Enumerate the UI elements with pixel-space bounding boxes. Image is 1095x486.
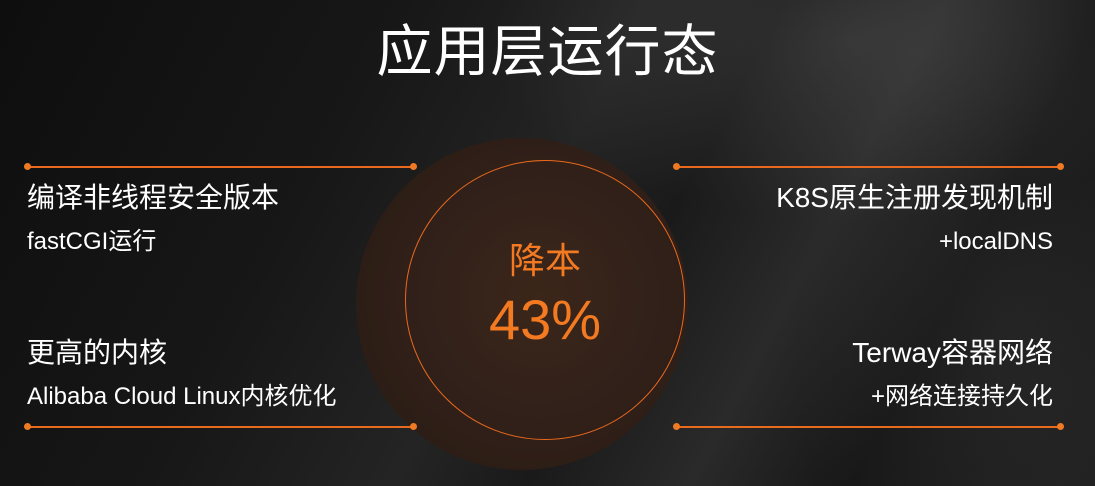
slide-title: 应用层运行态 — [376, 20, 719, 83]
center-ring — [405, 160, 685, 440]
connector-line-top-right — [676, 166, 1061, 168]
top-left-detail: fastCGI运行 — [27, 228, 157, 255]
connector-dot-top-right-start — [673, 163, 680, 170]
center-value: 43% — [488, 288, 602, 351]
connector-line-bottom-right — [676, 426, 1061, 428]
connector-line-bottom-left — [27, 426, 413, 428]
connector-dot-bottom-left-end — [410, 423, 417, 430]
bottom-left-detail: Alibaba Cloud Linux内核优化 — [27, 383, 337, 410]
connector-dot-top-left-start — [24, 163, 31, 170]
bottom-left-heading: 更高的内核 — [27, 337, 168, 368]
connector-dot-bottom-right-start — [673, 423, 680, 430]
top-right-heading: K8S原生注册发现机制 — [776, 182, 1053, 213]
connector-line-top-left — [27, 166, 413, 168]
center-label: 降本 — [508, 240, 581, 281]
bottom-right-detail: +网络连接持久化 — [870, 383, 1053, 410]
top-left-heading: 编译非线程安全版本 — [27, 182, 280, 213]
connector-dot-bottom-right-end — [1057, 423, 1064, 430]
bottom-right-heading: Terway容器网络 — [852, 337, 1053, 368]
connector-dot-top-right-end — [1057, 163, 1064, 170]
connector-dot-bottom-left-start — [24, 423, 31, 430]
top-right-detail: +localDNS — [938, 228, 1053, 255]
connector-dot-top-left-end — [410, 163, 417, 170]
